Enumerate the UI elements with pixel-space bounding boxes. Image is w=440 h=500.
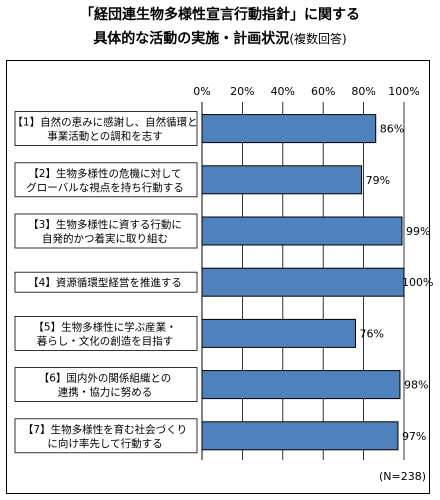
category-label-7: 【7】生物多様性を育む社会づくりに向け率先して行動する (23, 423, 187, 450)
category-box-4 (14, 271, 198, 293)
category-label-5: 【5】生物多様性に学ぶ産業・暮らし・文化の創造を目指す (33, 320, 176, 347)
category-box-6 (14, 367, 198, 403)
category-box-7 (14, 418, 198, 454)
chart-title-line1: 「経団連生物多様性宣言行動指針」に関する (80, 7, 360, 23)
bar-7 (201, 421, 399, 451)
bar-1 (201, 114, 377, 144)
value-label-4: 100% (402, 276, 433, 289)
category-box-3 (14, 213, 198, 249)
category-label-4: 【4】資源循環型経営を推進する (28, 276, 182, 289)
value-label-7: 97% (402, 430, 426, 443)
chart-title-suffix: (複数回答) (289, 32, 347, 46)
category-label-6: 【6】国内外の関係組織との連携・協力に努める (39, 372, 172, 399)
category-box-2 (14, 162, 198, 198)
x-tick-label-60: 60% (311, 85, 335, 98)
x-tick-label-100: 100% (388, 85, 419, 98)
chart-title-main: 具体的な活動の実施・計画状況 (93, 31, 290, 47)
bar-3 (201, 216, 403, 246)
bar-4 (201, 267, 405, 297)
x-tick-label-0: 0% (193, 85, 210, 98)
x-tick-label-80: 80% (351, 85, 375, 98)
category-label-1: 【1】自然の恵みに感謝し、自然循環と事業活動との調和を志す (12, 116, 197, 143)
value-label-3: 99% (406, 225, 430, 238)
bar-6 (201, 370, 401, 400)
category-label-2: 【2】生物多様性の危機に対してグローバルな視点を持ち行動する (26, 167, 183, 194)
chart-title-line2: 具体的な活動の実施・計画状況(複数回答) (0, 30, 440, 48)
sample-size-note: (N=238) (378, 470, 426, 483)
bar-2 (201, 165, 363, 195)
category-box-1 (14, 111, 198, 146)
value-label-1: 86% (380, 123, 404, 136)
value-label-2: 79% (366, 174, 390, 187)
value-label-5: 76% (360, 327, 384, 340)
category-box-5 (14, 315, 198, 351)
chart-frame (6, 60, 430, 494)
category-label-3: 【3】生物多様性に資する行動に自発的かつ着実に取り組む (28, 218, 182, 245)
x-tick-label-40: 40% (271, 85, 295, 98)
value-label-6: 98% (404, 379, 428, 392)
bar-5 (201, 318, 357, 348)
x-tick-label-20: 20% (230, 85, 254, 98)
